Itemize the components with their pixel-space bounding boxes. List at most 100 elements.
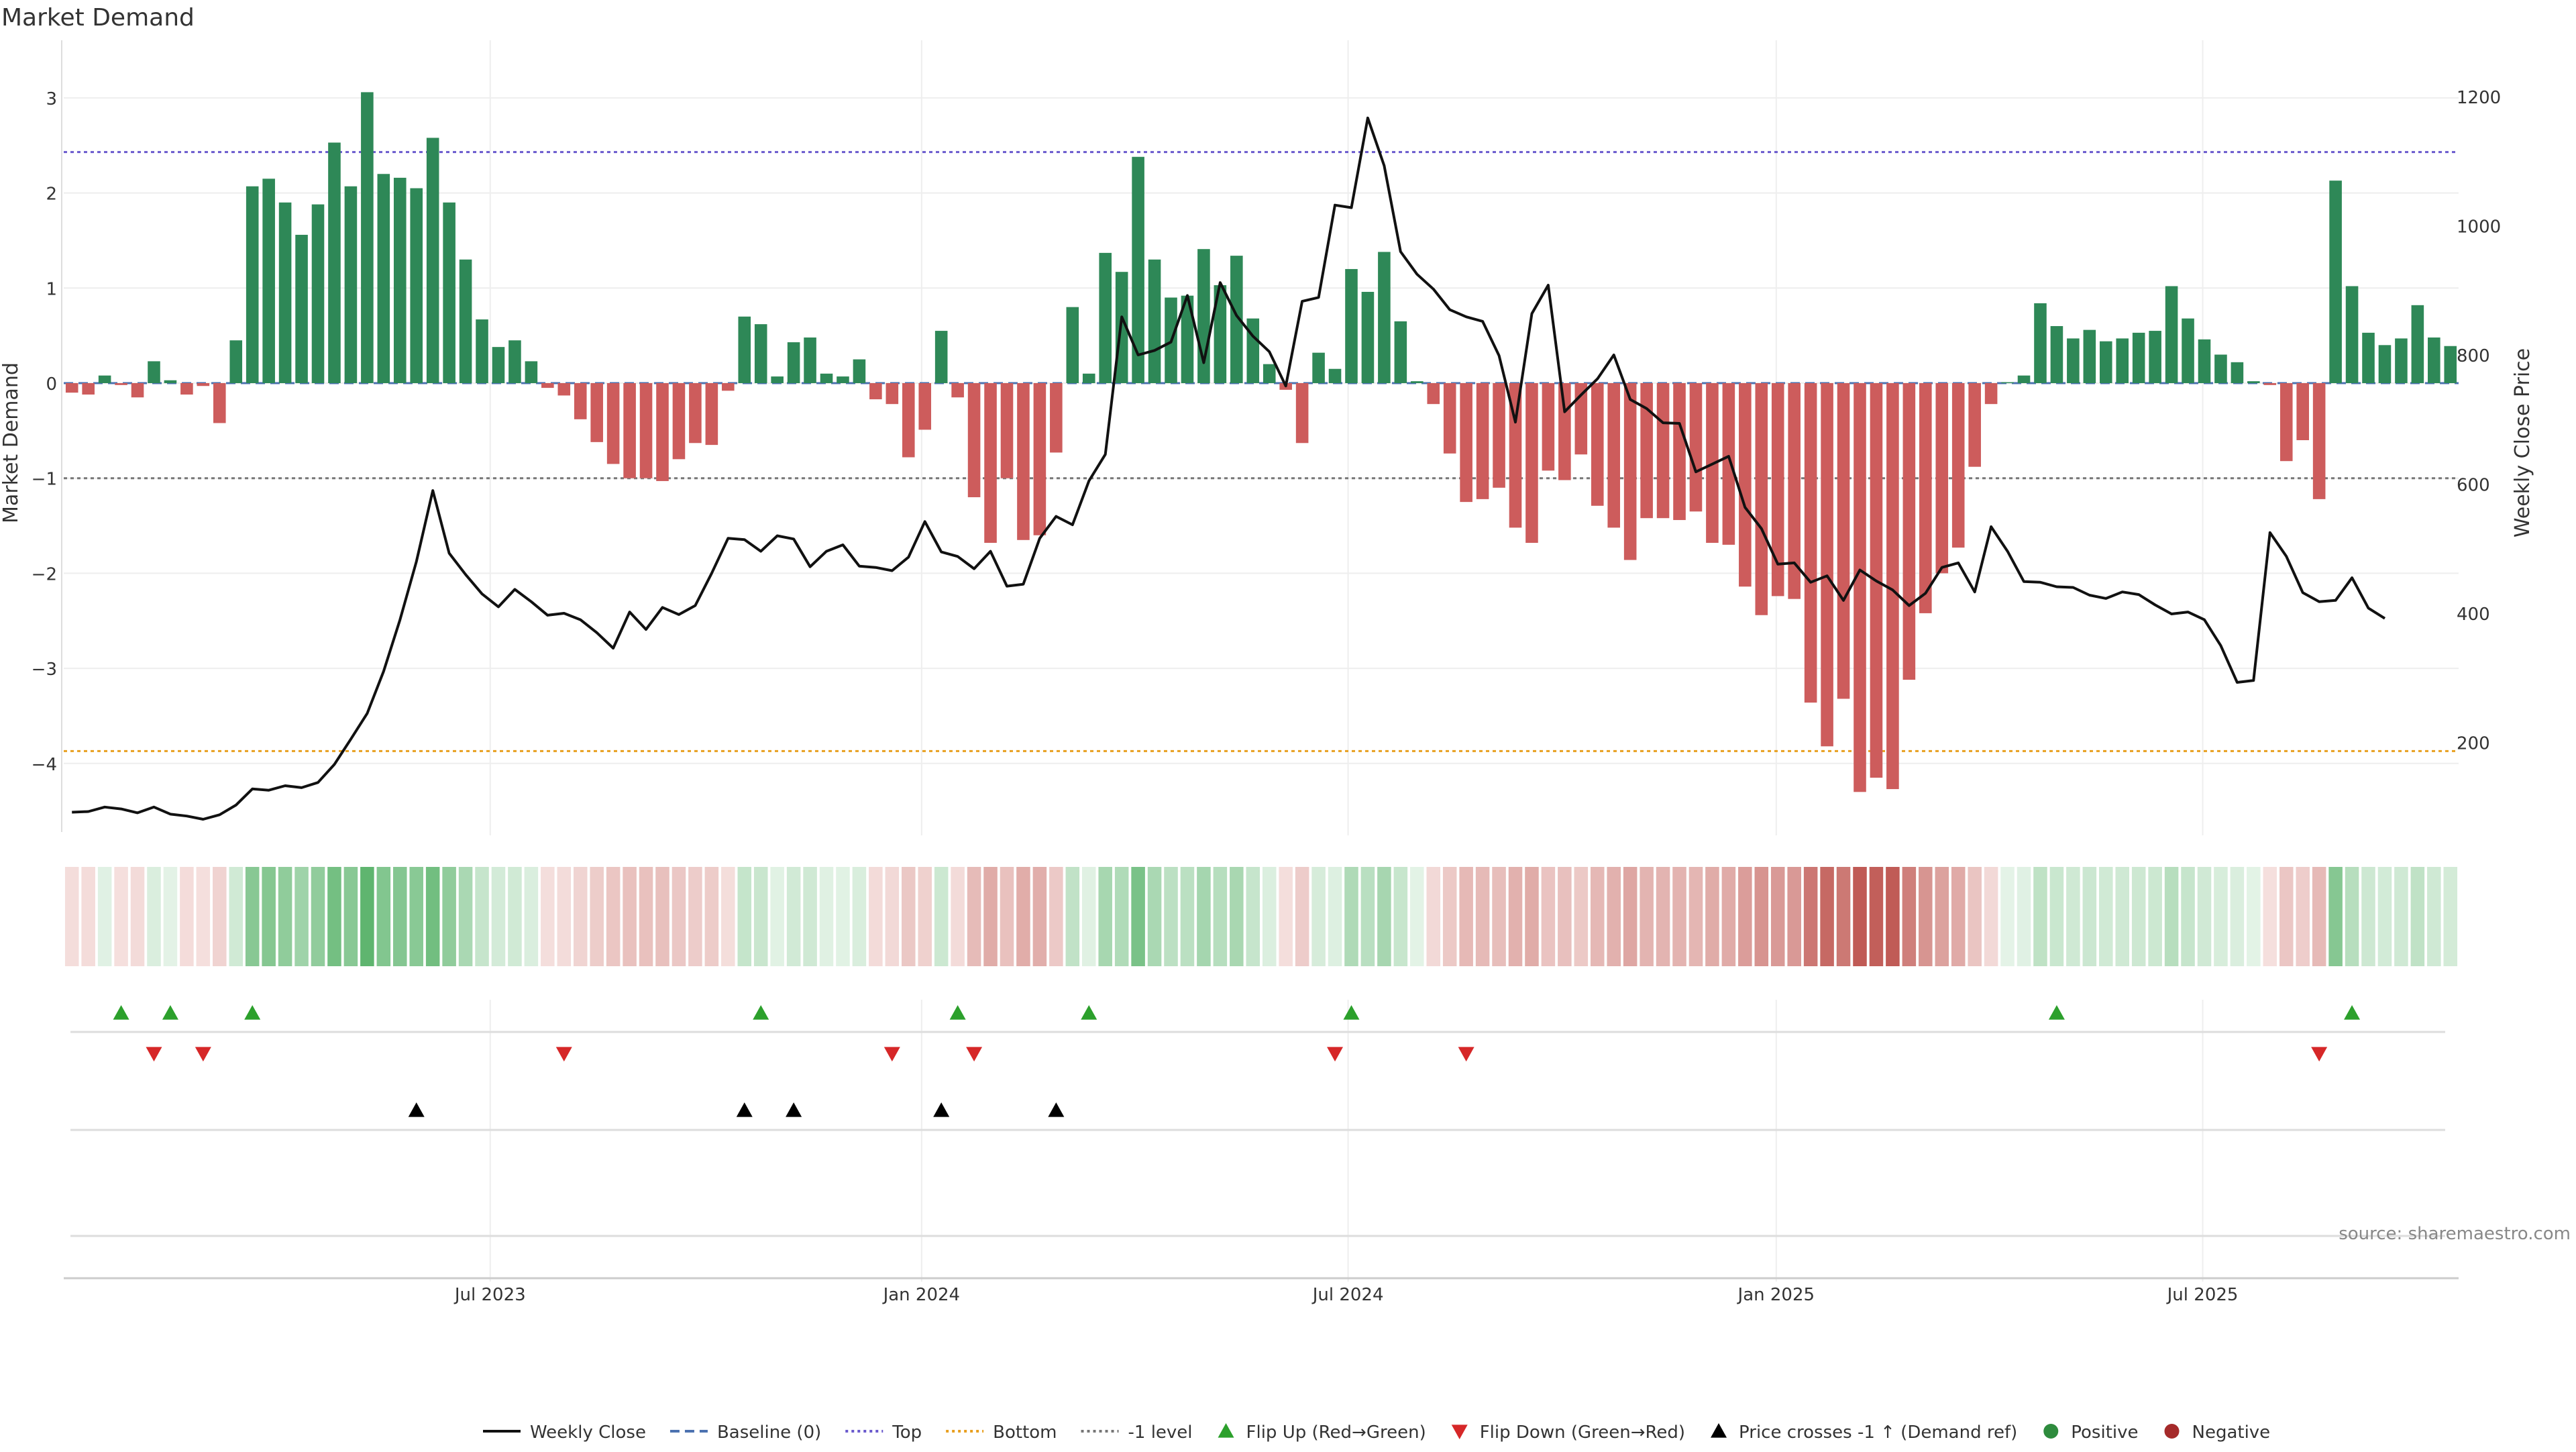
- y-right-tick-label: 1200: [2457, 88, 2501, 108]
- demand-bar: [1673, 383, 1686, 521]
- demand-bar: [2165, 286, 2178, 383]
- heat-cell: [376, 867, 391, 966]
- demand-bar: [2198, 339, 2211, 383]
- heat-cell: [508, 867, 522, 966]
- heat-cell: [114, 867, 128, 966]
- heat-cell: [2214, 867, 2228, 966]
- legend-item: Baseline (0): [669, 1422, 821, 1443]
- demand-bar: [1148, 259, 1161, 383]
- heat-strip: [64, 867, 2458, 966]
- legend-label: -1 level: [1128, 1422, 1193, 1443]
- legend-swatch-triangle-up: [1218, 1423, 1234, 1438]
- demand-bar: [1246, 318, 1260, 383]
- heat-cell: [819, 867, 834, 966]
- demand-bar: [902, 383, 915, 458]
- demand-bar: [1345, 268, 1358, 383]
- demand-bar: [262, 178, 275, 383]
- heat-cell: [1902, 867, 1917, 966]
- heat-cell: [2328, 867, 2343, 966]
- y-left-tick-label: 0: [46, 374, 57, 395]
- demand-bar: [1017, 383, 1030, 540]
- demand-bar: [1033, 383, 1046, 535]
- signal-markers: [64, 1005, 2459, 1280]
- heat-cell: [1853, 867, 1867, 966]
- y-left-tick-label: 2: [46, 185, 57, 205]
- demand-bar: [2296, 383, 2309, 441]
- demand-bar: [295, 234, 308, 383]
- flip-down-marker: [195, 1047, 211, 1061]
- heat-cell: [1738, 867, 1752, 966]
- demand-bar: [590, 383, 603, 442]
- y-right-tick-label: 200: [2457, 734, 2490, 754]
- heat-cell: [1984, 867, 1998, 966]
- demand-bar: [213, 383, 226, 423]
- demand-bar: [1443, 383, 1456, 454]
- heat-cell: [1541, 867, 1556, 966]
- legend-label: Negative: [2192, 1422, 2271, 1443]
- legend-item: Bottom: [946, 1422, 1057, 1443]
- heat-cell: [1410, 867, 1424, 966]
- demand-bar: [804, 337, 816, 383]
- heat-cell: [590, 867, 604, 966]
- demand-bar: [2067, 338, 2080, 383]
- heat-cell: [2197, 867, 2212, 966]
- demand-bar: [1821, 383, 1833, 747]
- heat-cell: [2033, 867, 2047, 966]
- heat-cell: [1164, 867, 1178, 966]
- price-cross-marker: [786, 1102, 802, 1117]
- heat-cell: [557, 867, 572, 966]
- y-left-tick-label: −1: [32, 470, 57, 490]
- demand-bar: [2362, 332, 2375, 383]
- heat-cell: [524, 867, 539, 966]
- demand-bar: [853, 359, 866, 383]
- demand-bar: [2214, 354, 2227, 383]
- heat-cell: [623, 867, 637, 966]
- demand-bar: [1558, 383, 1571, 480]
- heat-cell: [1360, 867, 1375, 966]
- demand-bar: [1837, 383, 1850, 699]
- heat-cell: [1197, 867, 1211, 966]
- demand-bar: [1082, 373, 1095, 383]
- heat-cell: [1262, 867, 1277, 966]
- heat-cell: [1640, 867, 1654, 966]
- demand-bar: [1788, 383, 1801, 599]
- legend-label: Positive: [2071, 1422, 2138, 1443]
- heat-cell: [606, 867, 621, 966]
- demand-bar: [754, 324, 767, 383]
- y-right-tick-label: 1000: [2457, 217, 2501, 238]
- flip-up-marker: [244, 1005, 261, 1020]
- heat-cell: [1279, 867, 1293, 966]
- legend-label: Bottom: [993, 1422, 1057, 1443]
- source-note: source: sharemaestro.com: [2339, 1224, 2571, 1244]
- demand-bar: [1656, 383, 1670, 519]
- heat-cell: [409, 867, 423, 966]
- heat-cell: [1558, 867, 1572, 966]
- demand-bar: [771, 376, 784, 383]
- demand-bar: [2083, 329, 2096, 383]
- flip-up-marker: [113, 1005, 129, 1020]
- axes-layer: −4 −3 −2 −1 0 1 2 3 Jul 2023 Jan 2024 Jul 2024 Jan …: [0, 40, 2534, 1305]
- heat-cell: [836, 867, 850, 966]
- flip-up-marker: [1343, 1005, 1360, 1020]
- heat-cell: [721, 867, 735, 966]
- legend-label: Weekly Close: [530, 1422, 646, 1443]
- x-tick-label: Jan 2024: [882, 1285, 961, 1305]
- heat-cell: [1705, 867, 1719, 966]
- demand-bar: [2149, 331, 2161, 383]
- demand-bar: [820, 373, 833, 383]
- heat-cell: [1459, 867, 1473, 966]
- demand-bar: [410, 188, 423, 383]
- x-tick-label: Jul 2023: [453, 1285, 526, 1305]
- heat-cell: [392, 867, 407, 966]
- demand-bar: [1542, 383, 1555, 471]
- demand-bar: [246, 186, 259, 383]
- y-left-tick-label: −2: [32, 564, 57, 584]
- x-tick-label: Jul 2025: [2166, 1285, 2239, 1305]
- demand-bar: [443, 202, 455, 383]
- demand-bar: [541, 383, 554, 388]
- flip-down-marker: [555, 1047, 572, 1061]
- heat-cell: [1032, 867, 1047, 966]
- heat-cell: [1886, 867, 1900, 966]
- demand-bar: [2444, 346, 2457, 383]
- legend-label: Top: [892, 1422, 922, 1443]
